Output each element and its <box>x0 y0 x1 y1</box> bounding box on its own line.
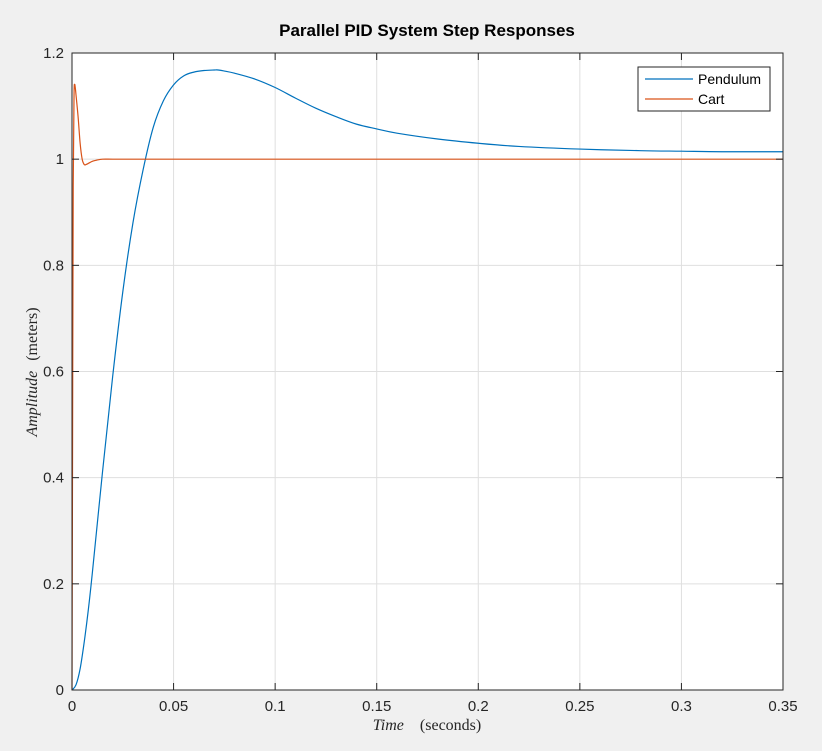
y-axis-label-main: Amplitude <box>24 371 41 438</box>
series-line-cart <box>71 83 783 691</box>
y-tick-label: 1.2 <box>43 45 64 62</box>
legend[interactable]: Pendulum Cart <box>637 66 771 112</box>
y-tick-label: 0.8 <box>43 257 64 274</box>
legend-box <box>637 66 771 112</box>
legend-label-cart: Cart <box>698 91 725 107</box>
x-tick-label: 0.2 <box>468 698 489 715</box>
y-tick-label: 0.2 <box>43 576 64 593</box>
x-tick-label: 0.35 <box>768 698 797 715</box>
x-axis-label-main: Time <box>373 717 404 734</box>
x-axis-label-unit: (seconds) <box>420 717 481 734</box>
tick-labels: 0 0.05 0.1 0.15 0.2 0.25 0.3 0.35 0 0.2 0.4 0.6 0.8 1… <box>43 45 797 715</box>
x-tick-label: 0.25 <box>565 698 594 715</box>
y-tick-label: 0.4 <box>43 470 64 487</box>
y-tick-label: 1 <box>56 151 64 168</box>
x-tick-label: 0.05 <box>159 698 188 715</box>
x-tick-label: 0.3 <box>671 698 692 715</box>
ticks <box>71 52 784 691</box>
series-layer <box>71 69 784 691</box>
y-axis-label: Amplitude (meters) <box>24 307 41 437</box>
chart-title: Parallel PID System Step Responses <box>279 21 575 40</box>
x-tick-label: 0 <box>68 698 76 715</box>
x-tick-label: 0.15 <box>362 698 391 715</box>
y-tick-label: 0.6 <box>43 364 64 381</box>
legend-label-pendulum: Pendulum <box>698 71 761 87</box>
y-axis-label-unit: (meters) <box>24 307 41 360</box>
series-line-pendulum <box>71 69 784 691</box>
x-tick-label: 0.1 <box>265 698 286 715</box>
x-axis-label: Time (seconds) <box>373 717 481 734</box>
y-tick-label: 0 <box>56 682 64 699</box>
